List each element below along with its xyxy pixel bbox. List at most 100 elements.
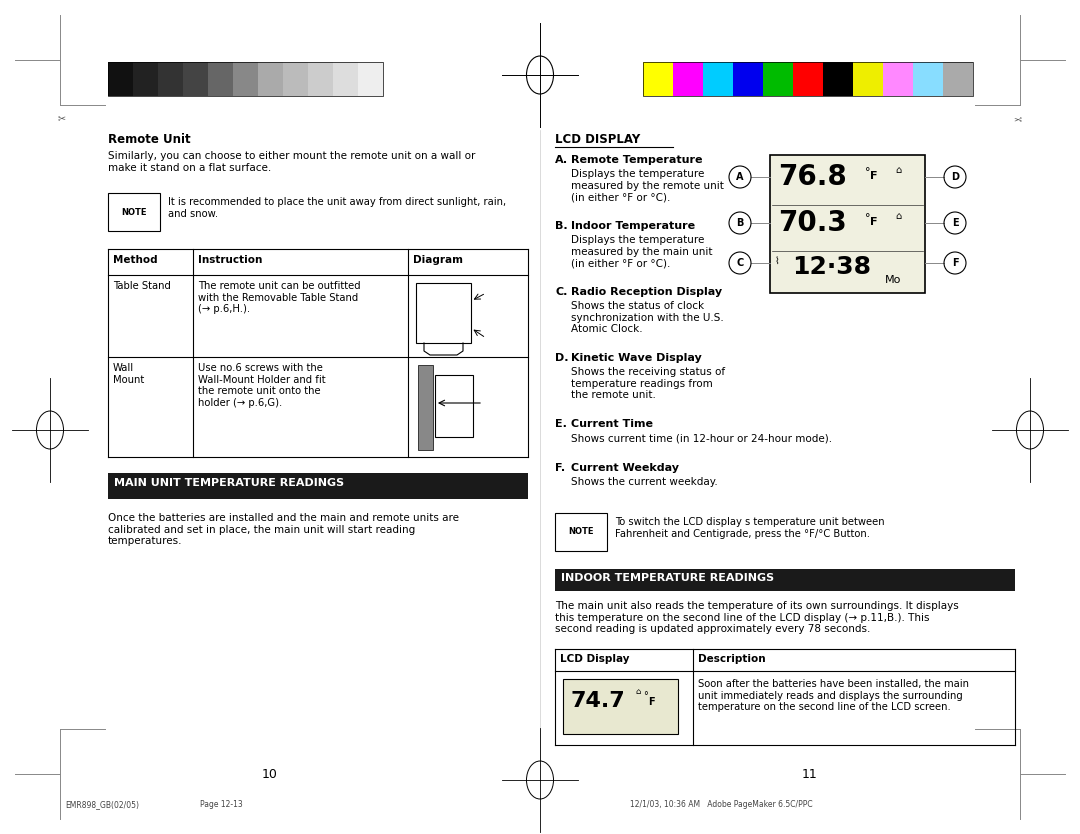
Text: Remote Unit: Remote Unit xyxy=(108,133,191,146)
Bar xyxy=(643,62,673,96)
Text: F: F xyxy=(648,697,654,707)
Text: Mo: Mo xyxy=(885,275,902,285)
Text: ⌂: ⌂ xyxy=(635,687,640,696)
Bar xyxy=(793,62,823,96)
Text: E.: E. xyxy=(555,419,567,429)
Bar xyxy=(703,62,733,96)
Bar xyxy=(308,62,333,96)
Text: Current Time: Current Time xyxy=(571,419,653,429)
Text: Use no.6 screws with the
Wall-Mount Holder and fit
the remote unit onto the
hold: Use no.6 screws with the Wall-Mount Hold… xyxy=(198,363,326,408)
Bar xyxy=(418,365,433,450)
Text: Kinetic Wave Display: Kinetic Wave Display xyxy=(571,353,702,363)
Bar xyxy=(823,62,853,96)
Text: To switch the LCD display s temperature unit between
Fahrenheit and Centigrade, : To switch the LCD display s temperature … xyxy=(615,517,885,539)
Text: F.: F. xyxy=(555,463,565,473)
Bar xyxy=(943,62,973,96)
Text: ⌂: ⌂ xyxy=(895,211,901,221)
Bar xyxy=(853,62,883,96)
Text: ⌇: ⌇ xyxy=(775,257,780,267)
Text: Indoor Temperature: Indoor Temperature xyxy=(571,221,696,231)
Bar xyxy=(883,62,913,96)
Bar xyxy=(333,62,357,96)
Text: Shows the status of clock
synchronization with the U.S.
Atomic Clock.: Shows the status of clock synchronizatio… xyxy=(571,301,724,334)
Text: C: C xyxy=(737,258,744,268)
Text: Wall
Mount: Wall Mount xyxy=(113,363,145,384)
Text: Page 12-13: Page 12-13 xyxy=(200,800,243,809)
Text: Radio Reception Display: Radio Reception Display xyxy=(571,287,723,297)
Bar xyxy=(158,62,183,96)
Text: D.: D. xyxy=(555,353,568,363)
Text: The main unit also reads the temperature of its own surroundings. It displays
th: The main unit also reads the temperature… xyxy=(555,601,959,634)
Text: Table Stand: Table Stand xyxy=(113,281,171,291)
Text: Method: Method xyxy=(113,255,158,265)
Bar xyxy=(108,473,528,499)
Text: Displays the temperature
measured by the main unit
(in either °F or °C).: Displays the temperature measured by the… xyxy=(571,235,713,269)
Bar xyxy=(643,62,973,96)
Text: E: E xyxy=(951,218,958,228)
Text: F: F xyxy=(870,171,877,181)
Text: NOTE: NOTE xyxy=(121,208,147,217)
Bar xyxy=(108,62,133,96)
Text: °: ° xyxy=(865,167,870,177)
Text: LCD DISPLAY: LCD DISPLAY xyxy=(555,133,640,146)
Text: 70.3: 70.3 xyxy=(778,209,847,237)
Bar xyxy=(208,62,233,96)
Bar xyxy=(770,155,924,293)
Text: Once the batteries are installed and the main and remote units are
calibrated an: Once the batteries are installed and the… xyxy=(108,513,459,546)
Text: F: F xyxy=(951,258,958,268)
Text: Shows the current weekday.: Shows the current weekday. xyxy=(571,477,718,487)
Text: INDOOR TEMPERATURE READINGS: INDOOR TEMPERATURE READINGS xyxy=(561,573,774,583)
Text: Description: Description xyxy=(698,654,766,664)
Bar xyxy=(435,375,473,437)
Text: Soon after the batteries have been installed, the main
unit immediately reads an: Soon after the batteries have been insta… xyxy=(698,679,969,712)
Bar xyxy=(357,62,383,96)
Bar xyxy=(258,62,283,96)
Text: 12/1/03, 10:36 AM   Adobe PageMaker 6.5C/PPC: 12/1/03, 10:36 AM Adobe PageMaker 6.5C/P… xyxy=(630,800,812,809)
Text: F: F xyxy=(870,217,877,227)
Text: 76.8: 76.8 xyxy=(778,163,847,191)
Text: A: A xyxy=(737,172,744,182)
Text: Diagram: Diagram xyxy=(413,255,463,265)
Text: LCD Display: LCD Display xyxy=(561,654,630,664)
Bar xyxy=(733,62,762,96)
Text: A.: A. xyxy=(555,155,568,165)
Text: ⌂: ⌂ xyxy=(895,165,901,175)
Bar xyxy=(762,62,793,96)
Text: It is recommended to place the unit away from direct sunlight, rain,
and snow.: It is recommended to place the unit away… xyxy=(168,197,507,219)
Text: Shows the receiving status of
temperature readings from
the remote unit.: Shows the receiving status of temperatur… xyxy=(571,367,725,400)
Bar xyxy=(563,679,678,734)
Bar xyxy=(555,569,1015,591)
Text: °: ° xyxy=(643,691,648,701)
Text: Instruction: Instruction xyxy=(198,255,262,265)
Text: Shows current time (in 12-hour or 24-hour mode).: Shows current time (in 12-hour or 24-hou… xyxy=(571,433,832,443)
Text: 12·38: 12·38 xyxy=(792,255,870,279)
Text: D: D xyxy=(951,172,959,182)
Bar xyxy=(416,283,471,343)
Bar xyxy=(108,193,160,231)
Bar xyxy=(555,513,607,551)
Text: The remote unit can be outfitted
with the Removable Table Stand
(→ p.6,H.).: The remote unit can be outfitted with th… xyxy=(198,281,361,314)
Text: EMR898_GB(02/05): EMR898_GB(02/05) xyxy=(65,800,139,809)
Text: °: ° xyxy=(865,213,870,223)
Text: 74.7: 74.7 xyxy=(571,691,625,711)
Text: MAIN UNIT TEMPERATURE READINGS: MAIN UNIT TEMPERATURE READINGS xyxy=(114,478,345,488)
Bar xyxy=(108,62,383,96)
Bar xyxy=(673,62,703,96)
Text: ✂: ✂ xyxy=(1014,113,1022,123)
Bar xyxy=(233,62,258,96)
Text: 11: 11 xyxy=(802,768,818,781)
Text: B: B xyxy=(737,218,744,228)
Text: B.: B. xyxy=(555,221,568,231)
Text: Remote Temperature: Remote Temperature xyxy=(571,155,702,165)
Bar xyxy=(283,62,308,96)
Bar xyxy=(183,62,208,96)
Bar xyxy=(133,62,158,96)
Text: NOTE: NOTE xyxy=(568,527,594,536)
Text: Current Weekday: Current Weekday xyxy=(571,463,679,473)
Bar xyxy=(913,62,943,96)
Text: Similarly, you can choose to either mount the remote unit on a wall or
make it s: Similarly, you can choose to either moun… xyxy=(108,151,475,173)
Text: 10: 10 xyxy=(262,768,278,781)
Text: Displays the temperature
measured by the remote unit
(in either °F or °C).: Displays the temperature measured by the… xyxy=(571,169,724,202)
Text: C.: C. xyxy=(555,287,567,297)
Text: ✂: ✂ xyxy=(58,113,66,123)
